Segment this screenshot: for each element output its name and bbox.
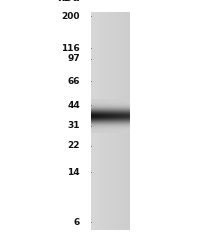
Text: 6: 6 xyxy=(74,217,80,227)
Text: 31: 31 xyxy=(68,121,80,130)
Text: 97: 97 xyxy=(67,54,80,63)
Text: 200: 200 xyxy=(62,12,80,21)
Text: kDa: kDa xyxy=(57,0,80,3)
Text: 44: 44 xyxy=(67,101,80,110)
Text: 14: 14 xyxy=(67,168,80,177)
Text: 116: 116 xyxy=(61,44,80,53)
Text: 66: 66 xyxy=(68,77,80,86)
Text: 22: 22 xyxy=(68,141,80,150)
